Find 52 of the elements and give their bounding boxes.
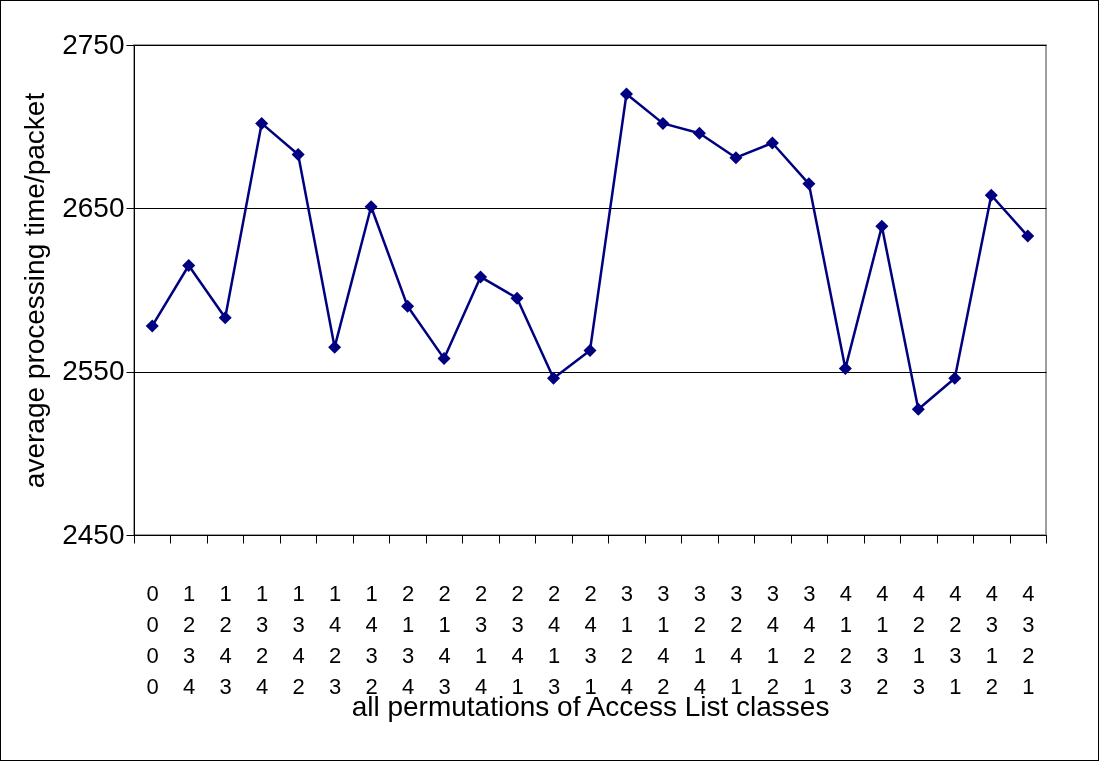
point bbox=[255, 116, 269, 130]
point bbox=[765, 136, 779, 150]
point bbox=[401, 299, 415, 313]
point bbox=[656, 116, 670, 130]
x-tick-label: 1 4 2 3 bbox=[329, 580, 342, 699]
point bbox=[911, 402, 925, 416]
x-tick-label: 2 3 4 1 bbox=[511, 580, 524, 699]
y-tick-label: 2650 bbox=[62, 191, 125, 223]
x-tick-label: 4 1 3 2 bbox=[876, 580, 889, 699]
x-tick-label: 2 4 1 3 bbox=[547, 580, 561, 699]
x-tick-label: 3 1 4 2 bbox=[657, 580, 670, 699]
x-tick-label: 1 2 3 4 bbox=[183, 580, 196, 699]
x-tick-label: 2 1 3 4 bbox=[401, 580, 415, 699]
point bbox=[948, 371, 962, 385]
x-tick-label: 4 2 1 3 bbox=[912, 580, 925, 699]
y-tick-label: 2550 bbox=[62, 355, 125, 387]
x-tick-label: 1 3 4 2 bbox=[292, 580, 305, 699]
point bbox=[474, 270, 488, 284]
point bbox=[218, 311, 232, 325]
y-tick-label: 2450 bbox=[62, 518, 125, 550]
x-tick-label: 0 0 0 0 bbox=[146, 580, 159, 699]
y-axis-title: average processing time/packet bbox=[19, 92, 51, 489]
point bbox=[802, 177, 816, 191]
point bbox=[364, 200, 378, 214]
point bbox=[838, 361, 852, 375]
x-tick-label: 1 2 4 3 bbox=[219, 580, 232, 699]
point bbox=[692, 126, 706, 140]
x-tick-label: 2 1 4 3 bbox=[438, 580, 451, 699]
point bbox=[145, 319, 159, 333]
point bbox=[729, 151, 743, 165]
y-tick-label: 2750 bbox=[62, 28, 125, 60]
x-tick-label: 4 3 1 2 bbox=[985, 580, 998, 699]
x-tick-label: 3 2 4 1 bbox=[730, 580, 743, 699]
point bbox=[510, 291, 524, 305]
x-tick-label: 4 1 2 3 bbox=[839, 580, 852, 699]
point bbox=[328, 340, 342, 354]
x-tick-label: 3 4 2 1 bbox=[803, 580, 816, 699]
point bbox=[547, 371, 561, 385]
point bbox=[1021, 229, 1035, 243]
point bbox=[291, 147, 305, 161]
x-tick-label: 3 1 2 4 bbox=[620, 580, 634, 699]
point bbox=[619, 87, 633, 101]
point bbox=[182, 258, 196, 273]
x-tick-label: 1 3 2 4 bbox=[256, 580, 269, 699]
x-tick-label: 2 3 1 4 bbox=[474, 580, 488, 699]
x-tick-label: 3 4 1 2 bbox=[766, 580, 780, 699]
point bbox=[583, 343, 597, 357]
point bbox=[984, 188, 998, 202]
x-tick-label: 4 3 2 1 bbox=[1022, 580, 1035, 699]
point bbox=[875, 219, 889, 233]
x-tick-label: 4 2 3 1 bbox=[949, 580, 962, 699]
point bbox=[437, 352, 451, 366]
